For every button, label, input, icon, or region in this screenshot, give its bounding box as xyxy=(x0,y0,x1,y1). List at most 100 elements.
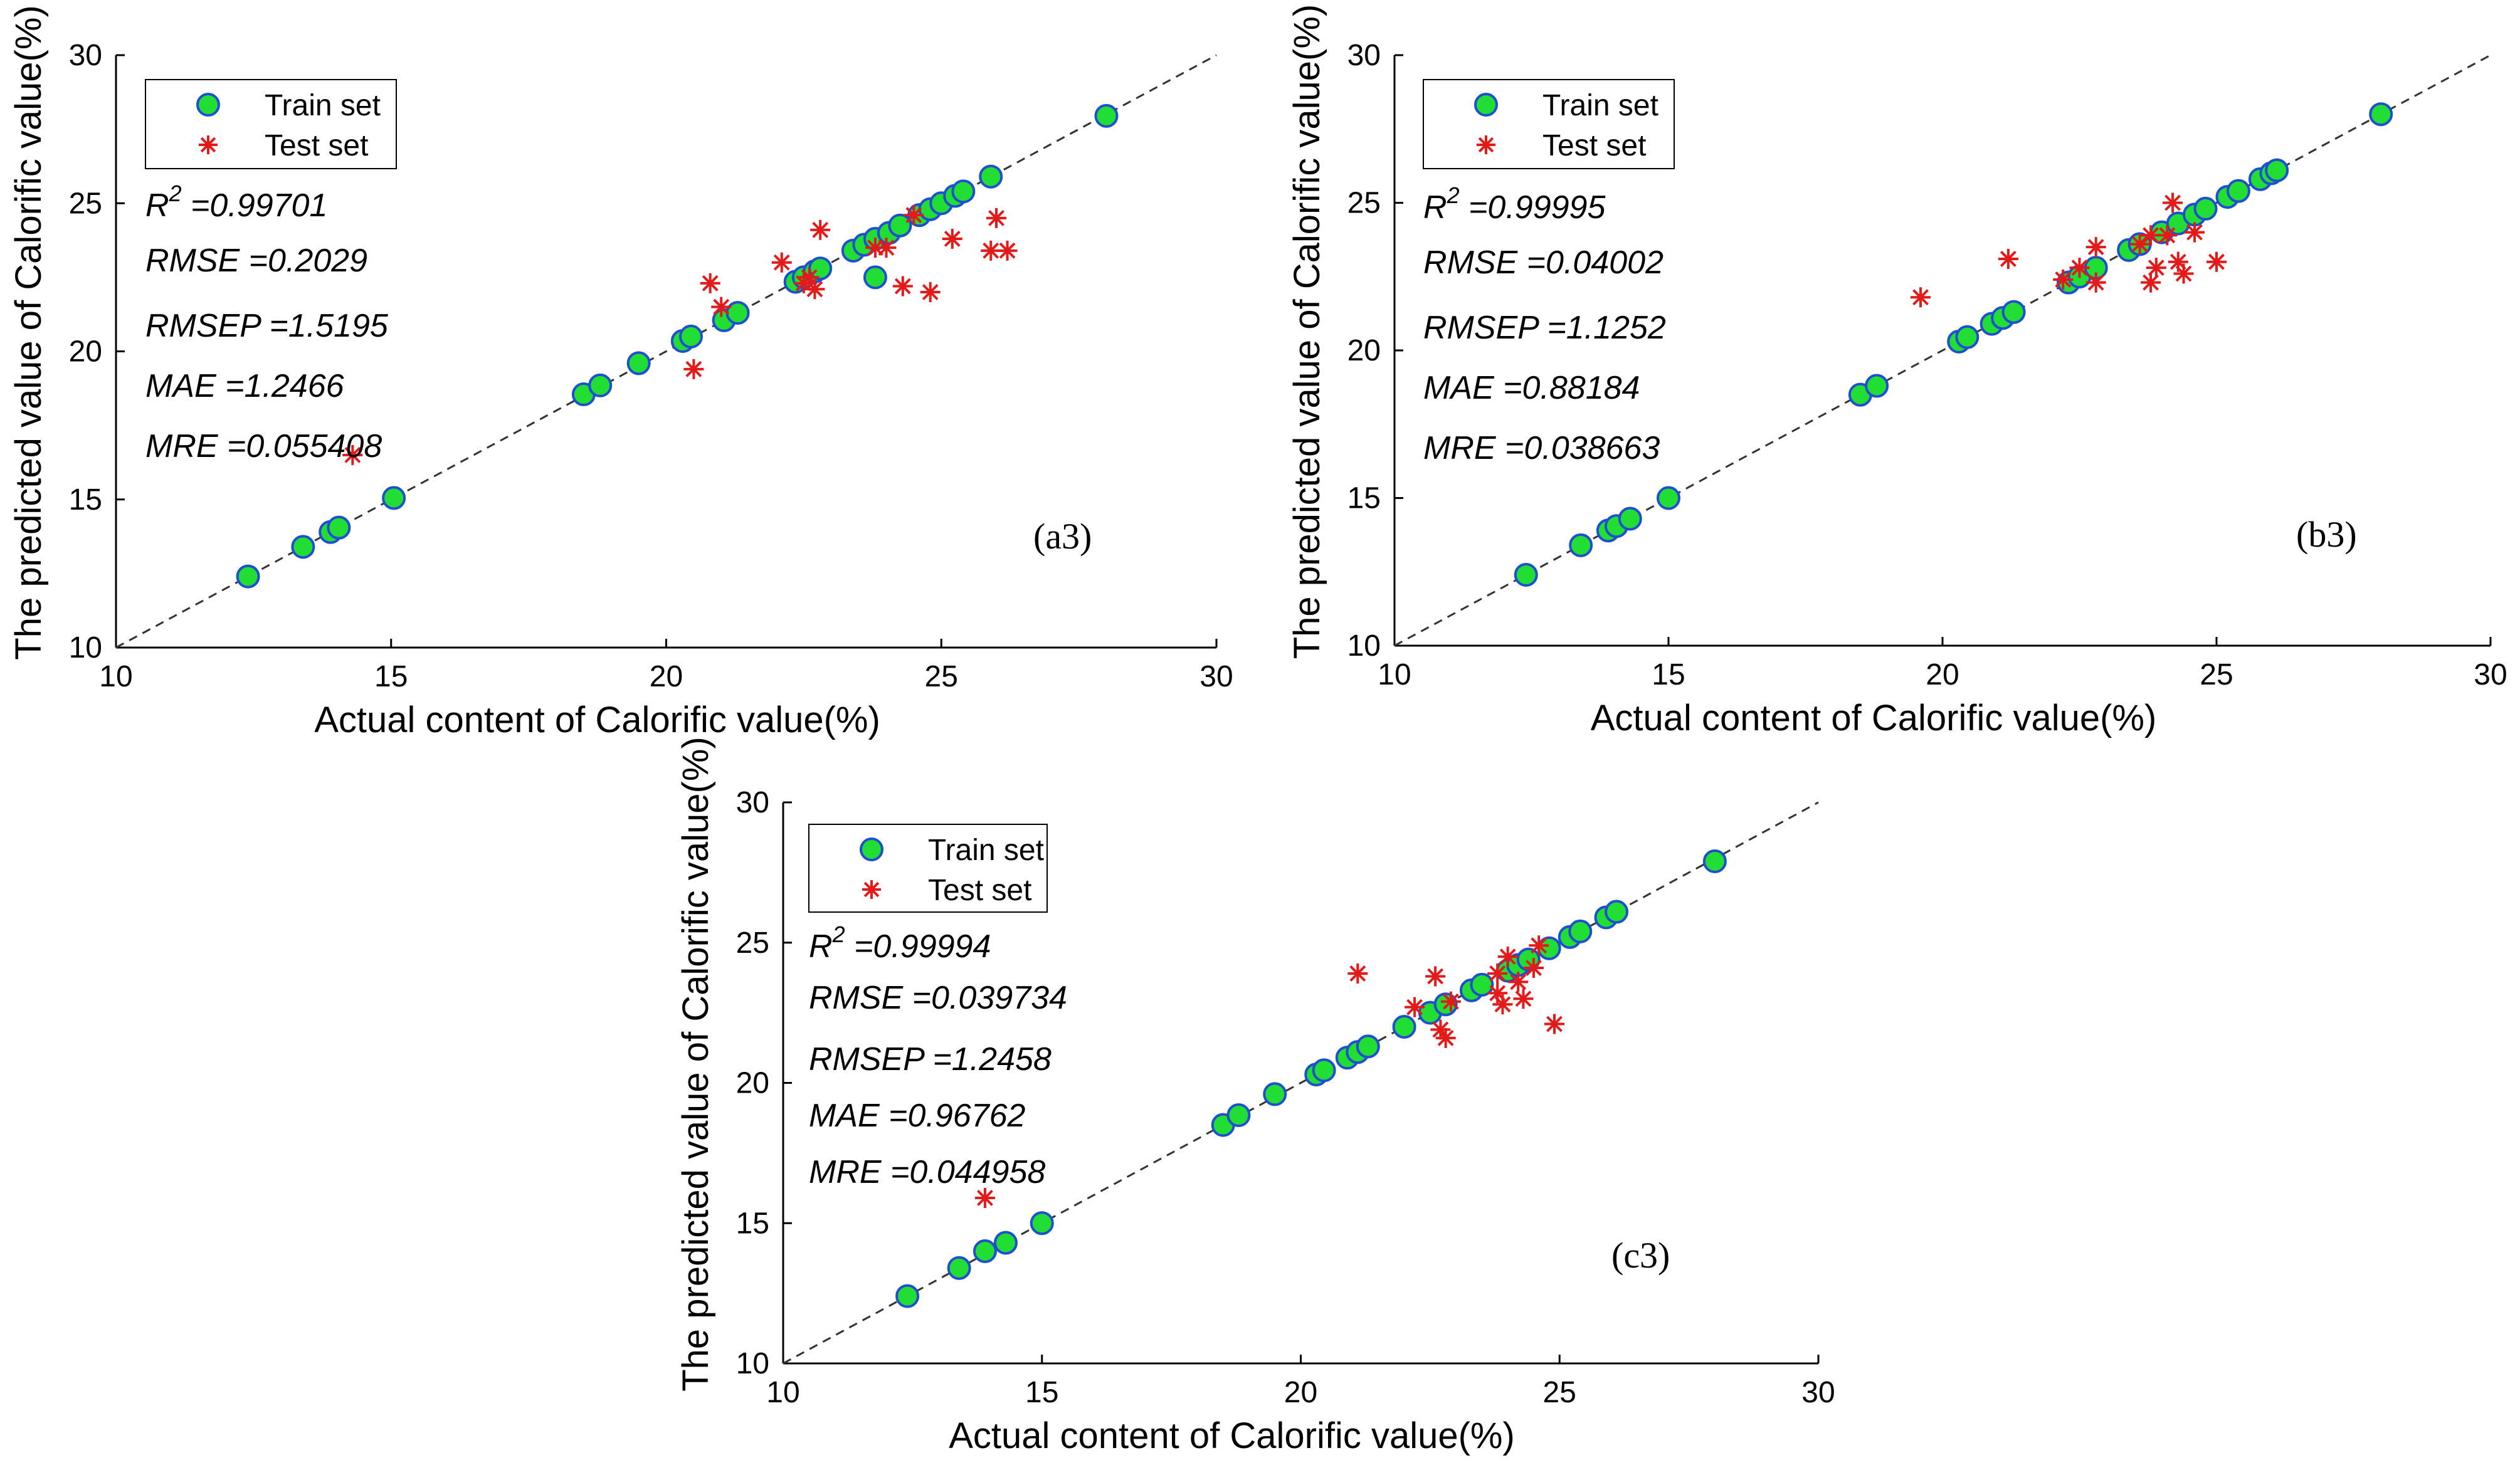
train-point xyxy=(1568,919,1593,943)
test-point-stroke xyxy=(806,281,823,298)
train-point xyxy=(993,1231,1018,1255)
test-point-stroke xyxy=(702,275,719,291)
test-point-stroke xyxy=(2148,260,2164,276)
train-point xyxy=(1618,507,1642,531)
rmsep-metric: RMSEP =1.5195 xyxy=(145,308,389,344)
legend-test-stroke xyxy=(1478,137,1494,153)
x-tick-label: 15 xyxy=(374,660,408,693)
r2-value: =0.99994 xyxy=(845,928,991,965)
test-point xyxy=(892,276,913,297)
x-tick-label: 10 xyxy=(99,660,132,693)
test-point xyxy=(1508,972,1529,992)
test-point-stroke xyxy=(773,254,790,271)
test-point-stroke xyxy=(1427,968,1444,985)
test-point xyxy=(2053,269,2074,290)
train-point xyxy=(1392,1015,1416,1039)
legend-train-label: Train set xyxy=(1542,89,1658,122)
test-point-stroke xyxy=(1442,993,1459,1010)
test-point xyxy=(2141,272,2161,293)
test-point-stroke xyxy=(801,269,818,286)
r2-metric: R2 =0.99995 xyxy=(1423,182,1606,226)
x-tick-label: 30 xyxy=(2474,658,2507,691)
test-point-stroke xyxy=(1349,965,1366,982)
train-point xyxy=(1514,562,1538,587)
panel-label: (b3) xyxy=(2296,514,2357,555)
test-point xyxy=(1440,991,1461,1012)
test-point xyxy=(799,267,820,288)
legend-test-marker xyxy=(199,135,218,154)
y-tick-label: 20 xyxy=(1347,334,1381,367)
test-point-stroke xyxy=(812,221,829,238)
r2-value: =0.99995 xyxy=(1460,189,1606,226)
legend-test-stroke xyxy=(863,881,880,898)
legend-box xyxy=(145,79,397,169)
train-point xyxy=(1312,1058,1336,1083)
x-tick-label: 10 xyxy=(1378,658,1411,691)
test-point-stroke xyxy=(983,242,999,259)
x-tick-label: 20 xyxy=(650,660,683,693)
x-tick-label: 25 xyxy=(925,660,958,693)
test-point xyxy=(2069,258,2090,278)
r2-superscript: 2 xyxy=(1447,182,1460,208)
legend-test-marker xyxy=(862,880,881,899)
test-point-stroke xyxy=(2208,253,2225,270)
legend-test-label: Test set xyxy=(928,874,1031,907)
mre-metric: MRE =0.044958 xyxy=(809,1154,1045,1190)
r2-symbol: R xyxy=(809,928,833,965)
test-point xyxy=(1911,287,1931,308)
x-tick-label: 25 xyxy=(2200,658,2233,691)
legend: Train set Test set xyxy=(808,824,1048,913)
train-point xyxy=(2001,300,2026,324)
identity-line xyxy=(115,54,1217,649)
y-tick-label: 20 xyxy=(736,1067,769,1100)
x-tick-label: 25 xyxy=(1543,1376,1576,1409)
y-tick-label: 30 xyxy=(1347,39,1381,72)
rmsep-metric: RMSEP =1.1252 xyxy=(1423,310,1666,346)
test-point xyxy=(2146,258,2166,278)
test-point xyxy=(1405,997,1425,1017)
scatter-panel-2: 10 15 20 25 30 10 15 20 25 30 Actual content of Ca… xyxy=(1287,4,2507,738)
test-point-stroke xyxy=(2071,260,2088,276)
train-point xyxy=(1094,103,1119,128)
test-point-stroke xyxy=(2087,274,2104,291)
test-point-stroke xyxy=(2087,239,2104,256)
y-tick-label: 10 xyxy=(69,631,102,664)
scatter-panel-1: 10 15 20 25 30 10 15 20 25 30 Actual content of Ca… xyxy=(8,5,1233,740)
test-point xyxy=(920,282,941,302)
r2-metric: R2 =0.99994 xyxy=(809,921,991,965)
test-point-stroke xyxy=(1526,960,1542,976)
mae-metric: MAE =0.88184 xyxy=(1423,370,1640,406)
x-tick-label: 15 xyxy=(1652,658,1685,691)
test-point-stroke xyxy=(1912,289,1929,306)
y-axis-label: The predicted value of Calorific value(%… xyxy=(8,5,49,659)
test-point-stroke xyxy=(1489,965,1506,982)
x-axis-label: Actual content of Calorific value(%) xyxy=(314,700,880,740)
legend-test-label: Test set xyxy=(265,129,368,162)
train-point xyxy=(327,515,351,540)
mae-metric: MAE =0.96762 xyxy=(809,1098,1026,1134)
panel-label: (a3) xyxy=(1033,516,1092,557)
legend-train-label: Train set xyxy=(265,89,381,122)
y-tick-label: 30 xyxy=(736,786,769,819)
test-point xyxy=(342,444,363,465)
test-point-stroke xyxy=(2175,265,2192,282)
train-point xyxy=(895,1284,920,1308)
test-point xyxy=(1487,963,1508,984)
mre-metric: MRE =0.055408 xyxy=(145,428,382,465)
x-tick-label: 15 xyxy=(1025,1376,1058,1409)
test-point xyxy=(986,207,1006,228)
train-point xyxy=(588,373,613,397)
rmse-metric: RMSE =0.04002 xyxy=(1423,244,1663,281)
test-point-stroke xyxy=(894,278,911,295)
train-point xyxy=(979,164,1003,189)
train-point xyxy=(1356,1034,1380,1059)
test-set-series xyxy=(342,205,1018,465)
test-point xyxy=(2173,263,2194,284)
y-axis-label: The predicted value of Calorific value(%… xyxy=(675,737,716,1391)
test-point-stroke xyxy=(1489,985,1506,1002)
test-point xyxy=(1425,966,1446,987)
test-point-stroke xyxy=(1531,937,1547,954)
test-point-stroke xyxy=(1406,999,1423,1016)
test-point xyxy=(1529,935,1549,956)
train-set-series xyxy=(895,849,1727,1308)
